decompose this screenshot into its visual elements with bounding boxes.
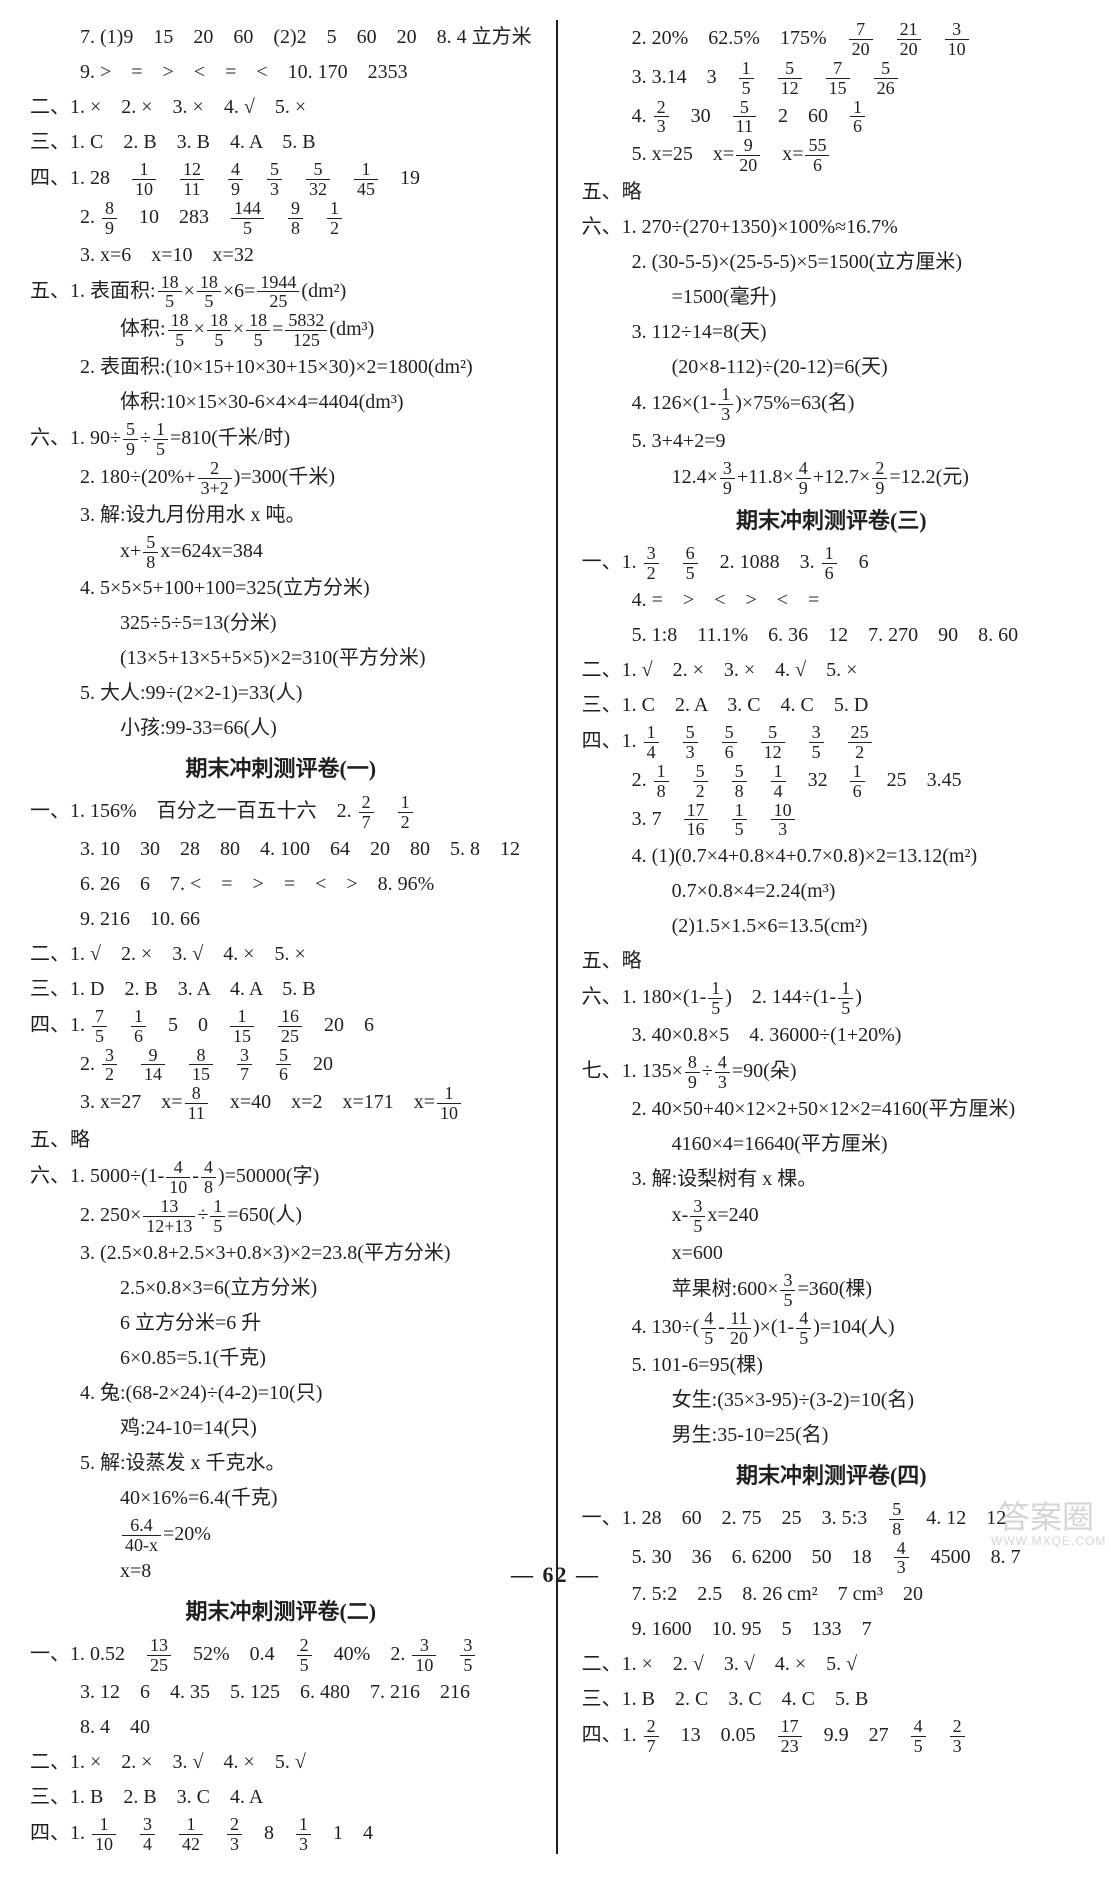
- text-line: 二、1. × 2. × 3. √ 4. × 5. √: [30, 1745, 532, 1780]
- text-line: 六、1. 180×(1-15) 2. 144÷(1-15): [582, 979, 1081, 1018]
- text-line: 2. 250×1312+13÷15=650(人): [30, 1197, 532, 1236]
- text-line: 12.4×39+11.8×49+12.7×29=12.2(元): [582, 459, 1081, 498]
- text-line: 二、1. √ 2. × 3. √ 4. × 5. ×: [30, 937, 532, 972]
- section-heading: 期末冲刺测评卷(二): [30, 1589, 532, 1636]
- text-line: 5. 101-6=95(棵): [582, 1348, 1081, 1383]
- page-deco: — 62 —: [511, 1562, 600, 1587]
- section-heading: 期末冲刺测评卷(四): [582, 1453, 1081, 1500]
- text-line: 一、1. 32 65 2. 1088 3. 16 6: [582, 544, 1081, 583]
- text-line: 4. 23 30 511 2 60 16: [582, 98, 1081, 137]
- text-line: (13×5+13×5+5×5)×2=310(平方分米): [30, 641, 532, 676]
- text-line: 鸡:24-10=14(只): [30, 1411, 532, 1446]
- text-line: 9. 216 10. 66: [30, 902, 532, 937]
- text-line: 2. (30-5-5)×(25-5-5)×5=1500(立方厘米): [582, 245, 1081, 280]
- text-line: 3. x=27 x=811 x=40 x=2 x=171 x=110: [30, 1084, 532, 1123]
- text-line: 体积:185×185×185=5832125(dm³): [30, 311, 532, 350]
- section-heading: 期末冲刺测评卷(三): [582, 498, 1081, 545]
- text-line: x-35x=240: [582, 1197, 1081, 1236]
- text-line: 六、1. 90÷59÷15=810(千米/时): [30, 420, 532, 459]
- text-line: 四、1. 28 110 1211 49 53 532 145 19: [30, 160, 532, 199]
- text-line: 3. 解:设梨树有 x 棵。: [582, 1162, 1081, 1197]
- text-line: 2. 40×50+40×12×2+50×12×2=4160(平方厘米): [582, 1092, 1081, 1127]
- text-line: 小孩:99-33=66(人): [30, 711, 532, 746]
- text-line: 5. 1:8 11.1% 6. 36 12 7. 270 90 8. 60: [582, 618, 1081, 653]
- text-line: 9. > = > < = < 10. 170 2353: [30, 55, 532, 90]
- text-line: 6. 26 6 7. < = > = < > 8. 96%: [30, 867, 532, 902]
- text-line: x+58x=624x=384: [30, 533, 532, 572]
- text-line: 5. 3+4+2=9: [582, 424, 1081, 459]
- text-line: 6×0.85=5.1(千克): [30, 1341, 532, 1376]
- text-line: 三、1. B 2. B 3. C 4. A: [30, 1780, 532, 1815]
- text-line: 2. 32 914 815 37 56 20: [30, 1046, 532, 1085]
- watermark-url: WWW.MXQE.COM: [991, 1535, 1101, 1548]
- text-line: 二、1. √ 2. × 3. × 4. √ 5. ×: [582, 653, 1081, 688]
- text-line: 7. (1)9 15 20 60 (2)2 5 60 20 8. 4 立方米: [30, 20, 532, 55]
- text-line: 二、1. × 2. √ 3. √ 4. × 5. √: [582, 1647, 1081, 1682]
- text-line: 2. 20% 62.5% 175% 720 2120 310: [582, 20, 1081, 59]
- text-line: 三、1. D 2. B 3. A 4. A 5. B: [30, 972, 532, 1007]
- text-line: 2. 89 10 283 1445 98 12: [30, 199, 532, 238]
- text-line: 五、略: [582, 944, 1081, 979]
- section-heading: 期末冲刺测评卷(一): [30, 746, 532, 793]
- text-line: 2. 180÷(20%+23+2)=300(千米): [30, 459, 532, 498]
- text-line: 三、1. B 2. C 3. C 4. C 5. B: [582, 1682, 1081, 1717]
- text-line: 6.440-x=20%: [30, 1516, 532, 1555]
- text-line: 四、1. 110 34 142 23 8 13 1 4: [30, 1815, 532, 1854]
- text-line: 4. = > < > < =: [582, 583, 1081, 618]
- text-line: 6 立方分米=6 升: [30, 1306, 532, 1341]
- text-line: 四、1. 27 13 0.05 1723 9.9 27 45 23: [582, 1717, 1081, 1756]
- text-line: 六、1. 5000÷(1-410-48)=50000(字): [30, 1158, 532, 1197]
- text-line: 5. 大人:99÷(2×2-1)=33(人): [30, 676, 532, 711]
- text-line: 4. (1)(0.7×4+0.8×4+0.7×0.8)×2=13.12(m²): [582, 839, 1081, 874]
- text-line: 七、1. 135×89÷43=90(朵): [582, 1053, 1081, 1092]
- text-line: 3. 12 6 4. 35 5. 125 6. 480 7. 216 216: [30, 1675, 532, 1710]
- text-line: 四、1. 14 53 56 512 35 252: [582, 723, 1081, 762]
- text-line: x=600: [582, 1236, 1081, 1271]
- text-line: 2.5×0.8×3=6(立方分米): [30, 1271, 532, 1306]
- text-line: 一、1. 0.52 1325 52% 0.4 25 40% 2. 310 35: [30, 1636, 532, 1675]
- text-line: =1500(毫升): [582, 280, 1081, 315]
- text-line: 2. 表面积:(10×15+10×30+15×30)×2=1800(dm²): [30, 350, 532, 385]
- text-line: 0.7×0.8×4=2.24(m³): [582, 874, 1081, 909]
- text-line: 3. 112÷14=8(天): [582, 315, 1081, 350]
- text-line: 苹果树:600×35=360(棵): [582, 1271, 1081, 1310]
- text-line: 40×16%=6.4(千克): [30, 1481, 532, 1516]
- watermark: 答案圈 WWW.MXQE.COM: [991, 1500, 1101, 1590]
- text-line: 体积:10×15×30-6×4×4=4404(dm³): [30, 385, 532, 420]
- text-line: 9. 1600 10. 95 5 133 7: [582, 1612, 1081, 1647]
- text-line: 5. 解:设蒸发 x 千克水。: [30, 1446, 532, 1481]
- text-line: 3. 10 30 28 80 4. 100 64 20 80 5. 8 12: [30, 832, 532, 867]
- text-line: 男生:35-10=25(名): [582, 1418, 1081, 1453]
- text-line: 一、1. 156% 百分之一百五十六 2. 27 12: [30, 793, 532, 832]
- text-line: 5. x=25 x=920 x=556: [582, 136, 1081, 175]
- text-line: 325÷5÷5=13(分米): [30, 606, 532, 641]
- watermark-main: 答案圈: [998, 1499, 1094, 1535]
- text-line: 四、1. 75 16 5 0 115 1625 20 6: [30, 1007, 532, 1046]
- text-line: 三、1. C 2. B 3. B 4. A 5. B: [30, 125, 532, 160]
- text-line: 三、1. C 2. A 3. C 4. C 5. D: [582, 688, 1081, 723]
- text-line: 女生:(35×3-95)÷(3-2)=10(名): [582, 1383, 1081, 1418]
- text-line: 4. 126×(1-13)×75%=63(名): [582, 385, 1081, 424]
- text-line: 二、1. × 2. × 3. × 4. √ 5. ×: [30, 90, 532, 125]
- text-line: 五、1. 表面积:185×185×6=194425(dm²): [30, 273, 532, 312]
- text-line: 8. 4 40: [30, 1710, 532, 1745]
- text-line: 3. 解:设九月份用水 x 吨。: [30, 498, 532, 533]
- text-line: 4. 5×5×5+100+100=325(立方分米): [30, 571, 532, 606]
- text-line: 4. 130÷(45-1120)×(1-45)=104(人): [582, 1309, 1081, 1348]
- text-line: 3. x=6 x=10 x=32: [30, 238, 532, 273]
- text-line: 2. 18 52 58 14 32 16 25 3.45: [582, 762, 1081, 801]
- page-number: — 62 —: [0, 1562, 1111, 1588]
- text-line: 五、略: [582, 175, 1081, 210]
- text-line: 3. 7 1716 15 103: [582, 801, 1081, 840]
- text-line: (2)1.5×1.5×6=13.5(cm²): [582, 909, 1081, 944]
- text-line: 五、略: [30, 1123, 532, 1158]
- text-line: 3. 40×0.8×5 4. 36000÷(1+20%): [582, 1018, 1081, 1053]
- text-line: 4160×4=16640(平方厘米): [582, 1127, 1081, 1162]
- text-line: (20×8-112)÷(20-12)=6(天): [582, 350, 1081, 385]
- text-line: 六、1. 270÷(270+1350)×100%≈16.7%: [582, 210, 1081, 245]
- text-line: 3. 3.14 3 15 512 715 526: [582, 59, 1081, 98]
- text-line: 4. 兔:(68-2×24)÷(4-2)=10(只): [30, 1376, 532, 1411]
- page-container: 7. (1)9 15 20 60 (2)2 5 60 20 8. 4 立方米9.…: [0, 0, 1111, 1904]
- text-line: 3. (2.5×0.8+2.5×3+0.8×3)×2=23.8(平方分米): [30, 1236, 532, 1271]
